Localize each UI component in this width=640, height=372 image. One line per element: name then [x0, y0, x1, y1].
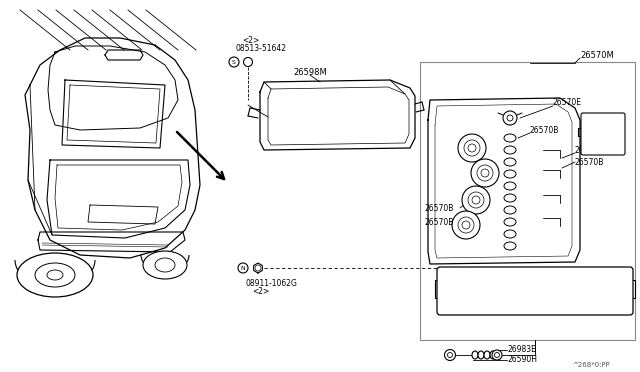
Text: <2>: <2> — [242, 35, 259, 45]
Text: S: S — [232, 60, 236, 64]
Ellipse shape — [504, 182, 516, 190]
Text: 26571M: 26571M — [575, 291, 605, 299]
Text: 26570B: 26570B — [530, 125, 559, 135]
Circle shape — [447, 353, 452, 357]
Ellipse shape — [155, 258, 175, 272]
Ellipse shape — [504, 242, 516, 250]
Ellipse shape — [464, 140, 480, 156]
Ellipse shape — [490, 351, 496, 359]
Ellipse shape — [504, 194, 516, 202]
Ellipse shape — [468, 192, 484, 208]
Ellipse shape — [504, 206, 516, 214]
Circle shape — [229, 57, 239, 67]
Ellipse shape — [458, 217, 474, 233]
Circle shape — [492, 350, 502, 360]
Circle shape — [243, 58, 253, 67]
Circle shape — [445, 350, 456, 360]
Ellipse shape — [481, 169, 489, 177]
Ellipse shape — [477, 165, 493, 181]
Ellipse shape — [47, 270, 63, 280]
Ellipse shape — [504, 158, 516, 166]
Ellipse shape — [504, 230, 516, 238]
Ellipse shape — [462, 186, 490, 214]
Ellipse shape — [462, 221, 470, 229]
Text: 08911-1062G: 08911-1062G — [246, 279, 298, 288]
Ellipse shape — [504, 170, 516, 178]
Bar — [420, 62, 635, 340]
Text: 26570E: 26570E — [553, 97, 582, 106]
Circle shape — [238, 263, 248, 273]
Circle shape — [503, 111, 517, 125]
Ellipse shape — [484, 351, 490, 359]
Ellipse shape — [452, 211, 480, 239]
Text: 26570M: 26570M — [580, 51, 614, 60]
Text: N: N — [241, 266, 245, 270]
Text: 26590H: 26590H — [508, 356, 538, 365]
Circle shape — [495, 353, 499, 357]
FancyBboxPatch shape — [581, 113, 625, 155]
Text: 26570B: 26570B — [575, 157, 604, 167]
Text: 26570B: 26570B — [425, 218, 454, 227]
Ellipse shape — [458, 134, 486, 162]
Ellipse shape — [17, 253, 93, 297]
Ellipse shape — [504, 146, 516, 154]
Text: 26570B: 26570B — [425, 203, 454, 212]
Text: <2>: <2> — [252, 286, 269, 295]
Ellipse shape — [504, 134, 516, 142]
Ellipse shape — [504, 218, 516, 226]
Text: 26570B: 26570B — [575, 145, 604, 154]
Ellipse shape — [35, 263, 75, 287]
Text: 08513-51642: 08513-51642 — [236, 44, 287, 52]
Ellipse shape — [468, 144, 476, 152]
Text: 26983E: 26983E — [508, 346, 537, 355]
Ellipse shape — [478, 351, 484, 359]
Text: 26598M: 26598M — [293, 67, 327, 77]
Circle shape — [255, 265, 261, 271]
Circle shape — [507, 115, 513, 121]
Ellipse shape — [471, 159, 499, 187]
Text: ^268*0:PP: ^268*0:PP — [572, 362, 610, 368]
Ellipse shape — [143, 251, 187, 279]
FancyBboxPatch shape — [437, 267, 633, 315]
Ellipse shape — [472, 351, 478, 359]
Ellipse shape — [472, 196, 480, 204]
